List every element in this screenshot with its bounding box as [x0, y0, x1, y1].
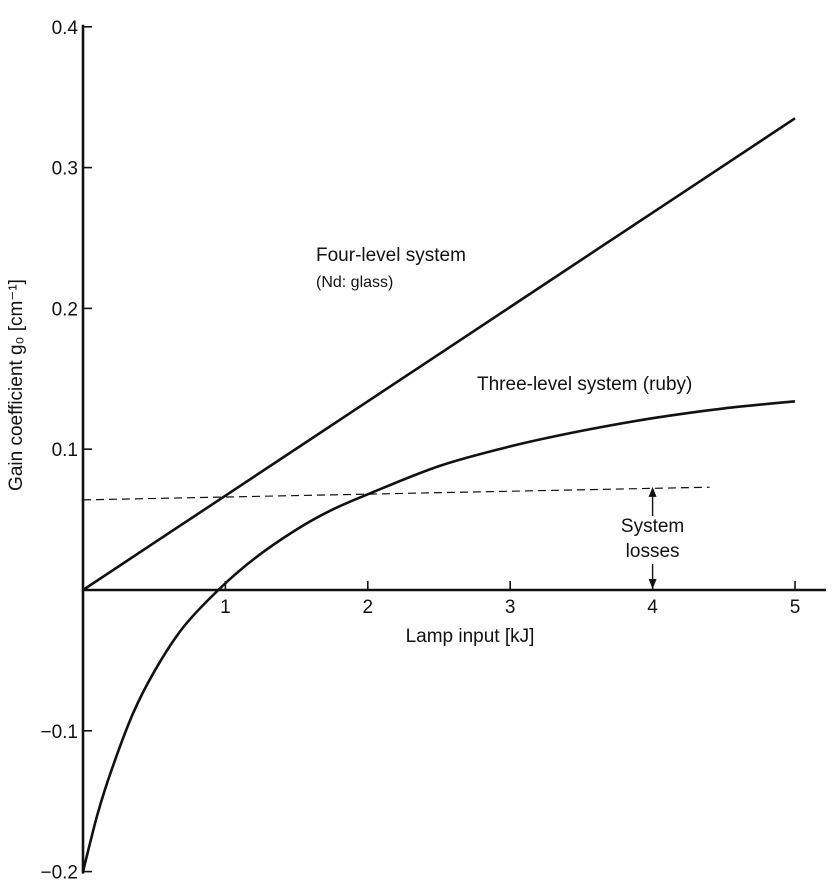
- system-losses-label-line1: System: [621, 516, 684, 537]
- loss-arrowhead-down: [648, 579, 657, 589]
- y-tick-label: −0.1: [40, 722, 78, 743]
- system-losses-arrows: [648, 486, 657, 589]
- x-ticks: 1 2 3 4 5: [220, 581, 800, 618]
- x-axis-label: Lamp input [kJ]: [406, 626, 535, 647]
- y-tick-label: 0.2: [52, 299, 78, 320]
- x-tick-label: 3: [505, 597, 516, 618]
- three-level-curve: [81, 400, 796, 872]
- x-tick-label: 5: [790, 597, 801, 618]
- nd-glass-label: (Nd: glass): [316, 274, 393, 291]
- x-tick-label: 1: [220, 597, 231, 618]
- x-tick-label: 4: [647, 597, 658, 618]
- x-tick-label: 2: [363, 597, 374, 618]
- system-losses-label-line2: losses: [626, 541, 680, 562]
- four-level-label: Four-level system: [316, 245, 466, 266]
- system-losses-line: [82, 486, 710, 501]
- y-ticks: −0.2 −0.1 0.1 0.2 0.3 0.4: [40, 18, 92, 884]
- y-tick-label: 0.1: [52, 440, 78, 461]
- loss-arrowhead-up: [648, 486, 657, 497]
- y-axis-label: Gain coefficient g₀ [cm⁻¹]: [6, 279, 27, 491]
- y-tick-label: 0.4: [52, 18, 79, 39]
- three-level-label: Three-level system (ruby): [477, 374, 692, 395]
- y-tick-label: −0.2: [40, 863, 78, 884]
- y-tick-label: 0.3: [52, 159, 78, 180]
- four-level-line: [82, 117, 796, 592]
